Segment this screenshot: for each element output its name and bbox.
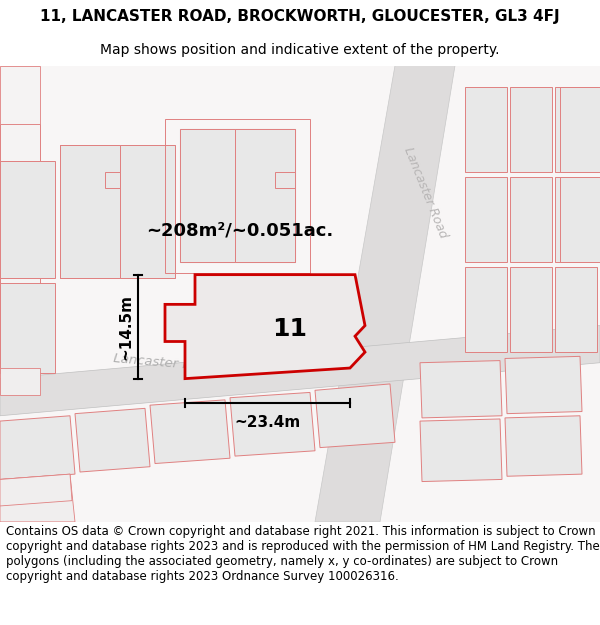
- Polygon shape: [0, 124, 40, 161]
- Polygon shape: [465, 87, 507, 172]
- Polygon shape: [60, 145, 120, 278]
- Polygon shape: [0, 474, 72, 506]
- Polygon shape: [420, 419, 502, 481]
- Polygon shape: [0, 278, 40, 362]
- Polygon shape: [555, 177, 597, 262]
- Polygon shape: [510, 268, 552, 352]
- Polygon shape: [0, 66, 40, 124]
- Polygon shape: [465, 177, 507, 262]
- Polygon shape: [465, 268, 507, 352]
- Polygon shape: [510, 177, 552, 262]
- Text: 11, LANCASTER ROAD, BROCKWORTH, GLOUCESTER, GL3 4FJ: 11, LANCASTER ROAD, BROCKWORTH, GLOUCEST…: [40, 9, 560, 24]
- Polygon shape: [420, 361, 502, 418]
- Polygon shape: [180, 129, 295, 262]
- Polygon shape: [60, 145, 175, 278]
- Text: Contains OS data © Crown copyright and database right 2021. This information is : Contains OS data © Crown copyright and d…: [6, 525, 600, 583]
- Polygon shape: [0, 326, 600, 416]
- Polygon shape: [560, 177, 600, 262]
- Polygon shape: [235, 129, 295, 262]
- Polygon shape: [165, 274, 365, 379]
- Polygon shape: [0, 474, 75, 522]
- Polygon shape: [75, 408, 150, 472]
- Text: Map shows position and indicative extent of the property.: Map shows position and indicative extent…: [100, 43, 500, 57]
- Polygon shape: [60, 145, 120, 278]
- Text: Lancaster Road: Lancaster Road: [401, 146, 449, 241]
- Polygon shape: [505, 356, 582, 414]
- Text: ~208m²/~0.051ac.: ~208m²/~0.051ac.: [146, 221, 334, 239]
- Polygon shape: [0, 283, 55, 373]
- Polygon shape: [150, 400, 230, 464]
- Polygon shape: [230, 392, 315, 456]
- Text: Lancaster Road: Lancaster Road: [113, 352, 217, 374]
- Polygon shape: [120, 145, 175, 278]
- Polygon shape: [235, 129, 295, 262]
- Text: ~14.5m: ~14.5m: [119, 294, 133, 359]
- Polygon shape: [315, 66, 455, 522]
- Polygon shape: [0, 416, 75, 479]
- Polygon shape: [0, 368, 40, 394]
- Polygon shape: [505, 416, 582, 476]
- Polygon shape: [315, 384, 395, 448]
- Polygon shape: [180, 129, 235, 262]
- Polygon shape: [555, 87, 597, 172]
- Polygon shape: [0, 161, 55, 278]
- Text: ~23.4m: ~23.4m: [235, 414, 301, 429]
- Polygon shape: [510, 87, 552, 172]
- Text: 11: 11: [272, 317, 308, 341]
- Polygon shape: [560, 87, 600, 172]
- Polygon shape: [555, 268, 597, 352]
